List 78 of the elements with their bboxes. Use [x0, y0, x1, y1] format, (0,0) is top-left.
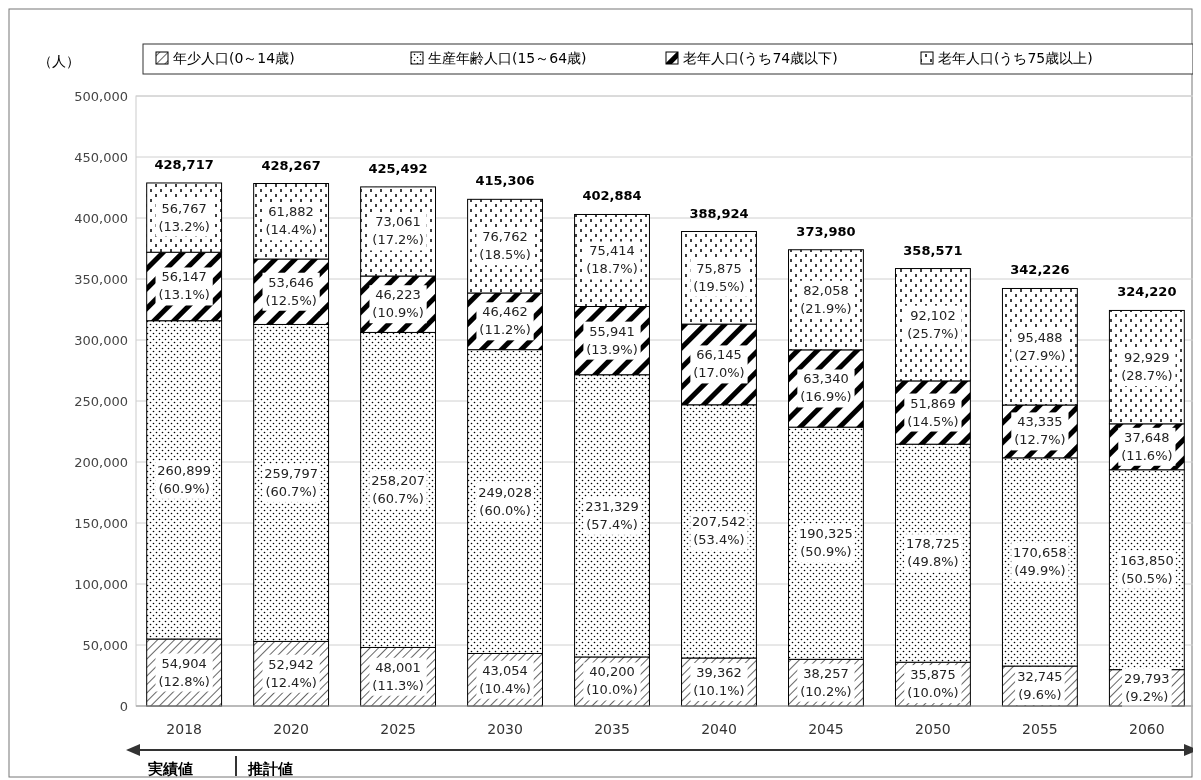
data-label: 38,257 (10.2%) — [800, 665, 852, 699]
y-tick-label: 450,000 — [74, 150, 128, 165]
data-label: 63,340 (16.9%) — [800, 371, 852, 405]
y-tick-label: 250,000 — [74, 394, 128, 409]
data-label: 56,767 (13.2%) — [158, 200, 210, 234]
x-tick-label: 2018 — [166, 721, 202, 737]
data-label: 29,793 (9.2%) — [1124, 670, 1170, 704]
x-tick-label: 2055 — [1022, 721, 1058, 737]
data-label: 92,102 (25.7%) — [907, 307, 959, 341]
data-label: 40,200 (10.0%) — [586, 664, 638, 698]
data-label: 75,414 (18.7%) — [586, 243, 638, 277]
data-label: 54,904 (12.8%) — [158, 655, 210, 689]
total-label: 402,884 — [582, 188, 642, 204]
total-label: 415,306 — [475, 173, 535, 189]
data-label: 73,061 (17.2%) — [372, 214, 424, 248]
data-label: 52,942 (12.4%) — [265, 656, 317, 690]
data-label: 46,223 (10.9%) — [372, 287, 424, 321]
data-label: 53,646 (12.5%) — [265, 274, 317, 308]
data-label: 43,054 (10.4%) — [479, 662, 531, 696]
data-label: 48,001 (11.3%) — [372, 659, 424, 693]
data-label: 178,725 (49.8%) — [906, 536, 960, 570]
legend-label: 老年人口(うち75歳以上) — [938, 50, 1093, 66]
data-label: 170,658 (49.9%) — [1013, 544, 1067, 578]
x-tick-label: 2050 — [915, 721, 951, 737]
data-label: 231,329 (57.4%) — [585, 498, 639, 532]
legend-label: 老年人口(うち74歳以下) — [683, 50, 838, 66]
total-label: 425,492 — [368, 160, 428, 176]
data-label: 32,745 (9.6%) — [1017, 669, 1063, 703]
data-label: 61,882 (14.4%) — [265, 204, 317, 238]
y-tick-label: 150,000 — [74, 516, 128, 531]
data-label: 75,875 (19.5%) — [693, 260, 745, 294]
data-label: 46,462 (11.2%) — [479, 304, 531, 338]
data-label: 95,488 (27.9%) — [1014, 329, 1066, 363]
data-label: 66,145 (17.0%) — [693, 347, 745, 381]
x-tick-label: 2060 — [1129, 721, 1165, 737]
legend-label: 年少人口(0～14歳) — [173, 50, 295, 66]
data-label: 56,147 (13.1%) — [158, 269, 210, 303]
data-label: 55,941 (13.9%) — [586, 323, 638, 357]
x-tick-label: 2040 — [701, 721, 737, 737]
data-label: 190,325 (50.9%) — [799, 526, 853, 560]
x-tick-label: 2030 — [487, 721, 523, 737]
legend-label: 生産年齢人口(15～64歳) — [428, 50, 587, 66]
data-label: 43,335 (12.7%) — [1014, 414, 1066, 448]
total-label: 428,267 — [261, 157, 321, 173]
x-tick-label: 2045 — [808, 721, 844, 737]
x-tick-label: 2035 — [594, 721, 630, 737]
total-label: 388,924 — [689, 205, 749, 221]
data-label: 92,929 (28.7%) — [1121, 350, 1173, 384]
y-axis-title: （人） — [38, 53, 80, 69]
data-label: 260,899 (60.9%) — [157, 462, 212, 496]
data-label: 82,058 (21.9%) — [800, 282, 852, 316]
data-label: 51,869 (14.5%) — [907, 395, 959, 429]
text: 推計値 — [247, 760, 293, 778]
data-label: 35,875 (10.0%) — [907, 667, 959, 701]
y-tick-label: 500,000 — [74, 89, 128, 104]
y-tick-label: 300,000 — [74, 333, 128, 348]
total-label: 342,226 — [1010, 262, 1070, 278]
y-tick-label: 50,000 — [82, 638, 128, 653]
x-tick-label: 2025 — [380, 721, 416, 737]
total-label: 324,220 — [1117, 284, 1177, 300]
y-tick-label: 100,000 — [74, 577, 128, 592]
data-label: 259,797 (60.7%) — [264, 465, 318, 499]
data-label: 207,542 (53.4%) — [692, 514, 746, 548]
data-label: 39,362 (10.1%) — [693, 664, 745, 698]
data-label: 258,207 (60.7%) — [371, 472, 425, 506]
y-tick-label: 400,000 — [74, 211, 128, 226]
data-label: 37,648 (11.6%) — [1121, 429, 1173, 463]
data-label: 249,028 (60.0%) — [478, 484, 532, 518]
y-tick-label: 200,000 — [74, 455, 128, 470]
total-label: 373,980 — [796, 223, 856, 239]
text: 実績値 — [147, 760, 193, 778]
total-label: 428,717 — [154, 156, 214, 172]
data-label: 163,850 (50.5%) — [1119, 552, 1174, 586]
total-label: 358,571 — [903, 242, 963, 258]
data-label: 76,762 (18.5%) — [479, 229, 531, 263]
y-tick-label: 350,000 — [74, 272, 128, 287]
x-tick-label: 2020 — [273, 721, 309, 737]
y-tick-label: 0 — [119, 699, 128, 714]
